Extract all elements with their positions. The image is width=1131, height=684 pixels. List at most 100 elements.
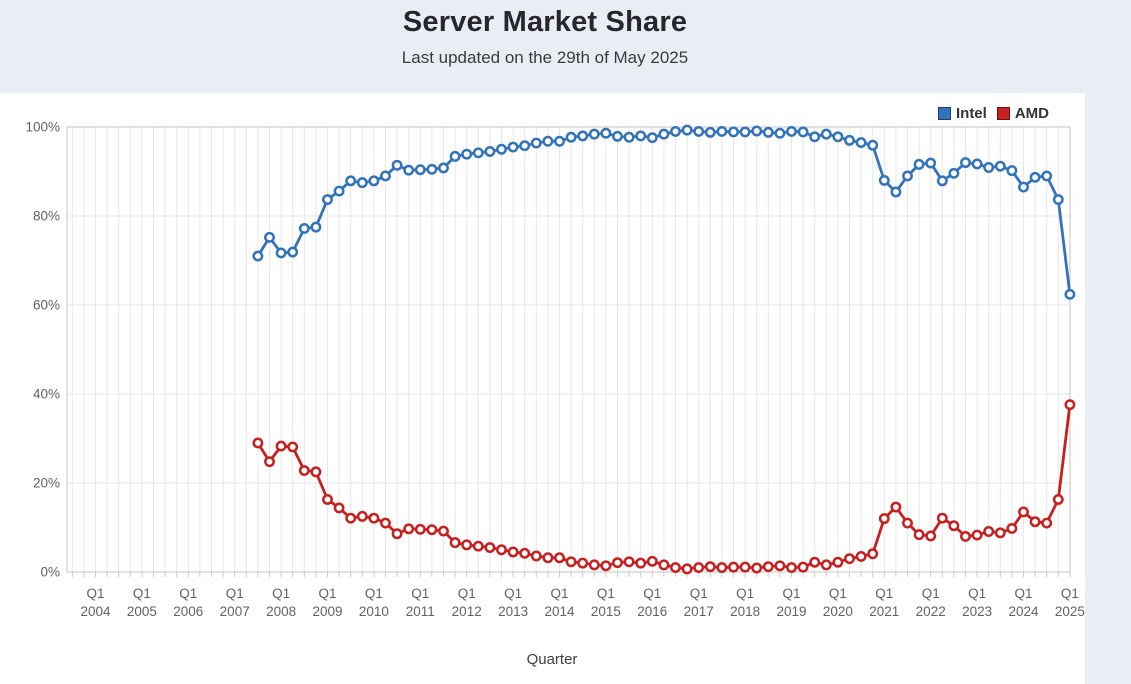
amd-point (612, 557, 623, 569)
intel-point (391, 159, 403, 171)
axis-ticks (71, 572, 1071, 577)
amd-point (971, 529, 983, 541)
intel-point (322, 194, 333, 205)
legend-label-amd: AMD (1014, 104, 1049, 122)
amd-point (496, 544, 507, 556)
intel-point (542, 135, 554, 147)
intel-point (414, 164, 426, 176)
amd-point (716, 562, 728, 573)
intel-point (774, 127, 786, 139)
x-tick-quarter: Q1 (829, 586, 847, 601)
x-tick-quarter: Q1 (1061, 586, 1079, 601)
x-tick-year: 2017 (684, 604, 714, 619)
y-tick-label: 0% (40, 565, 60, 580)
amd-point (380, 517, 391, 529)
amd-point (356, 510, 368, 522)
intel-point (878, 174, 890, 186)
intel-point (693, 126, 705, 137)
amd-point (264, 456, 275, 468)
page-title: Server Market Share (402, 6, 688, 38)
intel-point (449, 150, 461, 162)
x-tick-quarter: Q1 (458, 586, 476, 601)
y-tick-label: 80% (33, 209, 60, 224)
x-tick-year: 2009 (312, 604, 342, 619)
amd-point (600, 560, 612, 572)
amd-point (704, 561, 716, 573)
amd-point (333, 502, 345, 514)
x-tick-quarter: Q1 (597, 586, 615, 601)
amd-point (960, 530, 971, 542)
intel-point (994, 160, 1006, 172)
intel-point (264, 231, 275, 243)
x-tick-year: 2004 (80, 604, 111, 619)
amd-point (414, 523, 426, 535)
amd-point (844, 553, 855, 565)
legend-item-amd[interactable]: AMD (996, 104, 1049, 122)
intel-point (612, 130, 623, 142)
amd-point (252, 437, 264, 449)
amd-point (762, 561, 774, 573)
intel-point (345, 175, 357, 187)
intel-point (356, 177, 368, 189)
amd-point (658, 559, 670, 571)
legend-label-intel: Intel (955, 104, 987, 122)
intel-point (739, 126, 751, 138)
amd-point (310, 466, 322, 478)
x-tick-year: 2006 (173, 604, 203, 619)
intel-point (797, 126, 809, 138)
y-tick-label: 100% (25, 120, 60, 135)
x-tick-quarter: Q1 (133, 586, 151, 601)
intel-point (948, 167, 960, 179)
x-tick-year: 2014 (544, 604, 575, 619)
x-tick-quarter: Q1 (86, 586, 104, 601)
intel-point (519, 140, 531, 152)
amd-point (832, 556, 844, 568)
intel-point (902, 170, 913, 182)
x-tick-quarter: Q1 (411, 586, 429, 601)
intel-points (252, 124, 1076, 300)
x-tick-quarter: Q1 (643, 586, 661, 601)
amd-point (345, 512, 357, 524)
amd-point (635, 557, 647, 569)
chart-card: Intel AMD Quarter Q1 2004 Q1 2005 Q1 2006 Q1 20… (0, 93, 1085, 684)
amd-point (565, 556, 577, 568)
x-axis-title: Quarter (527, 651, 578, 668)
amd-point (542, 552, 554, 564)
x-tick-quarter: Q1 (272, 586, 290, 601)
intel-point (820, 128, 832, 140)
amd-point (739, 561, 751, 573)
x-tick-year: 2007 (220, 604, 250, 619)
amd-point (1041, 517, 1053, 529)
amd-point (287, 441, 299, 453)
x-tick-quarter: Q1 (318, 586, 336, 601)
intel-point (565, 131, 577, 143)
intel-point (890, 186, 902, 198)
amd-point (426, 524, 438, 536)
intel-point (762, 126, 774, 138)
amd-point (936, 512, 948, 524)
x-tick-quarter: Q1 (179, 586, 197, 601)
amd-point (461, 539, 473, 551)
x-tick-year: 2011 (406, 604, 435, 619)
intel-point (704, 126, 716, 138)
x-tick-year: 2025 (1055, 604, 1085, 619)
intel-point (809, 131, 821, 143)
x-tick-quarter: Q1 (736, 586, 754, 601)
intel-point (1052, 194, 1064, 205)
legend-item-intel[interactable]: Intel (937, 104, 987, 122)
y-tick-label: 60% (33, 298, 60, 313)
gridlines (67, 127, 1071, 572)
chart-header: Server Market Share Last updated on the … (0, 0, 1090, 93)
intel-point (1029, 171, 1041, 183)
amd-point (577, 557, 589, 569)
amd-point (994, 527, 1006, 539)
amd-point (855, 550, 867, 562)
amd-point (820, 559, 832, 571)
x-tick-year: 2023 (962, 604, 992, 619)
amd-point (519, 547, 531, 559)
amd-point (774, 560, 786, 572)
x-tick-year: 2021 (869, 604, 899, 619)
x-tick-quarter: Q1 (365, 586, 383, 601)
x-axis-labels: Q1 2004 Q1 2005 Q1 2006 Q1 2007 Q1 2008 Q1 2009 Q1 20… (80, 586, 1084, 619)
intel-point (298, 223, 310, 234)
